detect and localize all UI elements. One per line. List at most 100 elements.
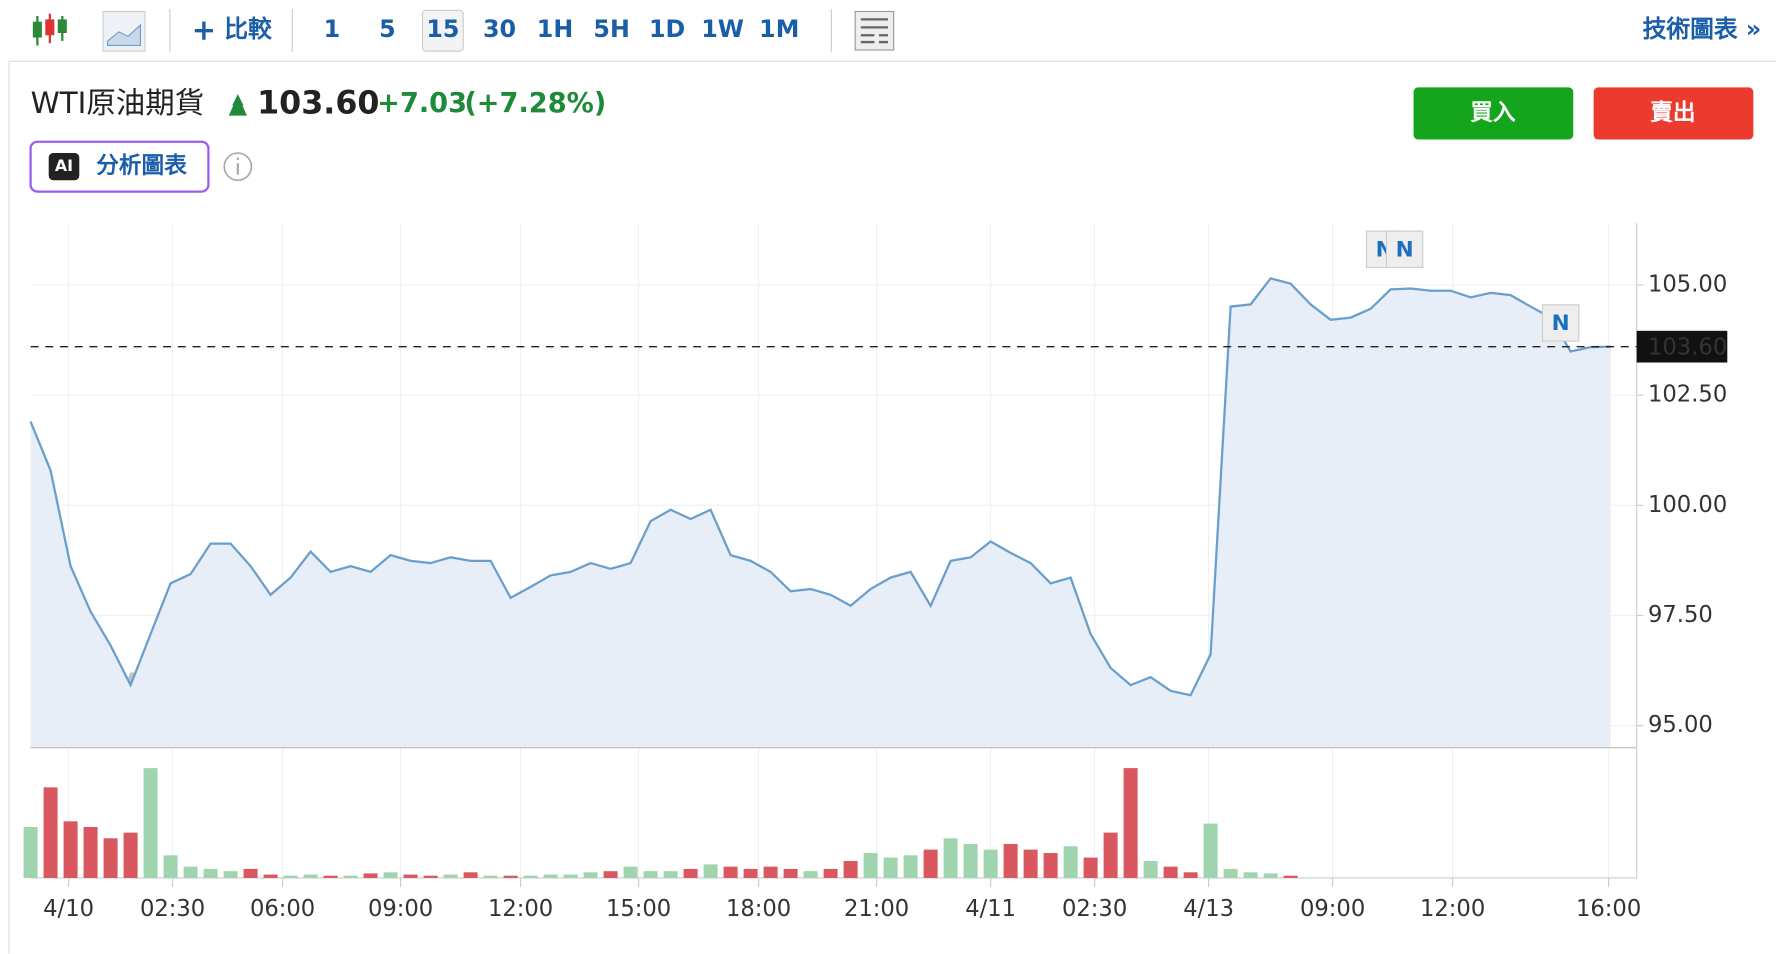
volume-bar xyxy=(1223,868,1238,878)
volume-bar xyxy=(103,838,118,878)
volume-bar xyxy=(623,866,638,878)
y-tick-label: 105.00 xyxy=(1648,271,1727,297)
x-tick-label: 21:00 xyxy=(844,896,909,922)
volume-bar xyxy=(523,875,538,878)
volume-bar xyxy=(723,866,738,878)
up-arrow xyxy=(228,94,247,116)
interval-button[interactable]: 1H xyxy=(537,15,573,43)
volume-bar xyxy=(983,849,998,878)
volume-bar xyxy=(1043,853,1058,878)
news-marker-label: N xyxy=(1552,311,1570,336)
volume-bar xyxy=(683,868,698,878)
x-tick-label: 15:00 xyxy=(606,896,671,922)
y-tick-label: 95.00 xyxy=(1648,712,1713,738)
buy-button[interactable]: 買入 xyxy=(1413,87,1574,140)
instrument-name: WTI原油期貨 xyxy=(31,86,205,120)
compare-button[interactable]: 比較 xyxy=(194,15,272,43)
volume-bar xyxy=(243,868,258,878)
news-marker[interactable] xyxy=(1385,230,1424,269)
news-marker-label: N xyxy=(1396,237,1414,262)
volume-bar xyxy=(123,832,138,878)
volume-bar xyxy=(563,874,578,878)
ai-badge: AI xyxy=(55,156,73,175)
interval-button[interactable]: 1M xyxy=(759,15,799,43)
volume-bar xyxy=(443,874,458,878)
volume-bar xyxy=(923,849,938,878)
volume-bar xyxy=(763,866,778,878)
x-tick-label: 12:00 xyxy=(1420,896,1485,922)
layout-icon[interactable] xyxy=(854,10,895,51)
volume-bar xyxy=(783,868,798,878)
interval-button[interactable]: 30 xyxy=(483,15,516,43)
volume-bar xyxy=(283,875,298,878)
volume-bar xyxy=(43,787,58,878)
volume-bar xyxy=(263,874,278,878)
interval-button[interactable]: 5H xyxy=(593,15,629,43)
volume-bar xyxy=(883,857,898,878)
candle-icon[interactable] xyxy=(32,13,67,46)
ai-label: 分析圖表 xyxy=(96,153,187,179)
sell-button[interactable]: 賣出 xyxy=(1593,87,1754,140)
interval-button[interactable]: 1D xyxy=(649,15,685,43)
volume-bar xyxy=(543,874,558,878)
volume-bar xyxy=(843,860,858,878)
volume-bar xyxy=(183,866,198,878)
volume-bar xyxy=(323,875,338,878)
volume-bar xyxy=(503,875,518,878)
sell-label: 賣出 xyxy=(1650,100,1695,126)
volume-bar xyxy=(483,875,498,878)
y-tick-label: 97.50 xyxy=(1648,602,1713,628)
volume-bar xyxy=(83,826,98,878)
volume-bar xyxy=(603,871,618,878)
volume-bar xyxy=(1143,860,1158,878)
volume-bar xyxy=(203,868,218,878)
price-area xyxy=(30,278,1611,748)
active-interval-box xyxy=(421,9,464,52)
x-tick-label: 4/13 xyxy=(1183,896,1234,922)
volume-bar xyxy=(463,872,478,878)
volume-bar xyxy=(643,871,658,878)
change: +7.03 xyxy=(377,88,467,119)
volume-bar xyxy=(1003,843,1018,878)
x-tick-label: 09:00 xyxy=(368,896,433,922)
volume-bar xyxy=(163,855,178,878)
interval-button[interactable]: 15 xyxy=(426,15,459,43)
technical-chart-link[interactable]: 技術圖表 » xyxy=(1643,15,1762,43)
volume-bar xyxy=(943,838,958,878)
volume-bar xyxy=(23,826,38,878)
x-tick-label: 12:00 xyxy=(488,896,553,922)
volume-bar xyxy=(343,875,358,878)
x-tick-label: 4/10 xyxy=(43,896,94,922)
interval-button[interactable]: 1W xyxy=(701,15,744,43)
interval-button[interactable]: 1 xyxy=(324,15,341,43)
x-tick-label: 18:00 xyxy=(726,896,791,922)
volume-bar xyxy=(903,855,918,878)
volume-bar xyxy=(1243,872,1258,878)
ai-analysis-button[interactable]: AI 分析圖表 xyxy=(29,140,210,193)
volume-bar xyxy=(1023,849,1038,878)
volume-bar xyxy=(403,874,418,878)
y-tick-label: 100.00 xyxy=(1648,492,1727,518)
volume-bar xyxy=(143,768,158,878)
volume-bar xyxy=(1163,866,1178,878)
volume-bar xyxy=(863,853,878,878)
volume-bar xyxy=(1103,832,1118,878)
x-tick-label: 02:30 xyxy=(1062,896,1127,922)
volume-bar xyxy=(583,872,598,878)
compare-label: 比較 xyxy=(224,15,272,43)
volume-bar xyxy=(1183,872,1198,878)
interval-button[interactable]: 5 xyxy=(379,15,396,43)
price: 103.60 xyxy=(257,85,379,121)
volume-bar xyxy=(303,874,318,878)
info-icon[interactable] xyxy=(223,152,253,182)
volume-bar xyxy=(663,871,678,878)
x-tick-label: 4/11 xyxy=(965,896,1016,922)
last-price-tag xyxy=(1636,330,1728,363)
news-marker[interactable] xyxy=(1541,304,1580,342)
volume-bar xyxy=(823,868,838,878)
last-price-label: 103.60 xyxy=(1648,334,1727,360)
y-tick-label: 102.50 xyxy=(1648,382,1727,408)
volume-bar xyxy=(1123,768,1138,878)
area-icon[interactable] xyxy=(102,10,146,52)
